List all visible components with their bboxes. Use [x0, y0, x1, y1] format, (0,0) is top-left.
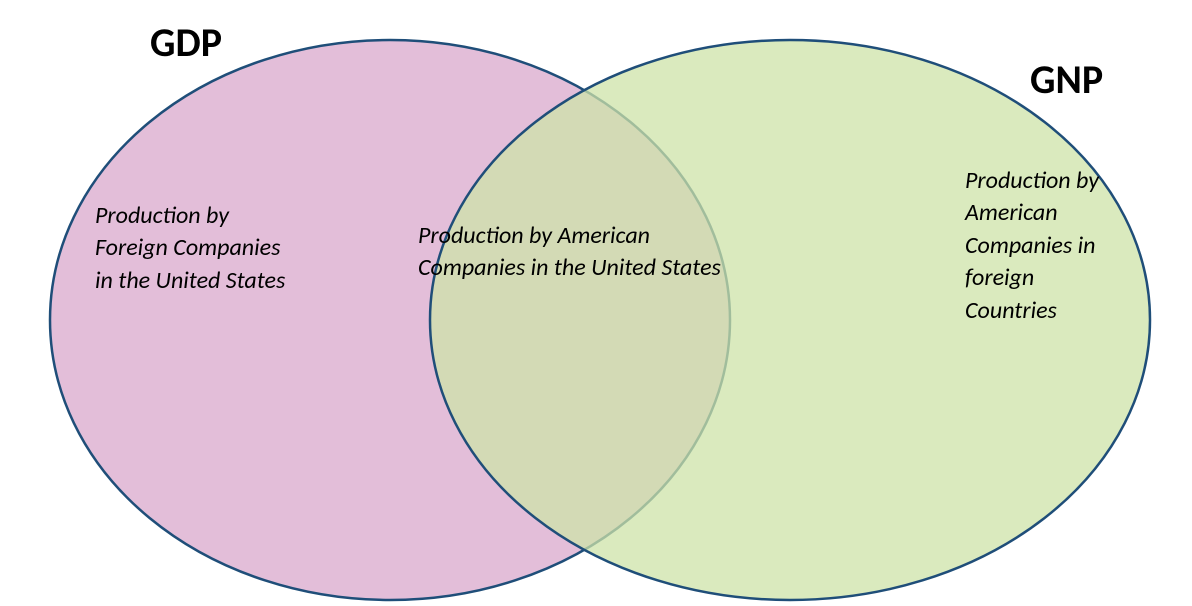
right-only-region-label: Production by American Companies in fore… — [965, 165, 1125, 327]
intersection-region-label: Production by American Companies in the … — [418, 220, 728, 285]
venn-diagram: GDP GNP Production by Foreign Companies … — [0, 0, 1192, 606]
left-circle-title: GDP — [150, 18, 222, 67]
left-only-region-label: Production by Foreign Companies in the U… — [95, 200, 295, 297]
right-circle-title: GNP — [1030, 55, 1103, 104]
